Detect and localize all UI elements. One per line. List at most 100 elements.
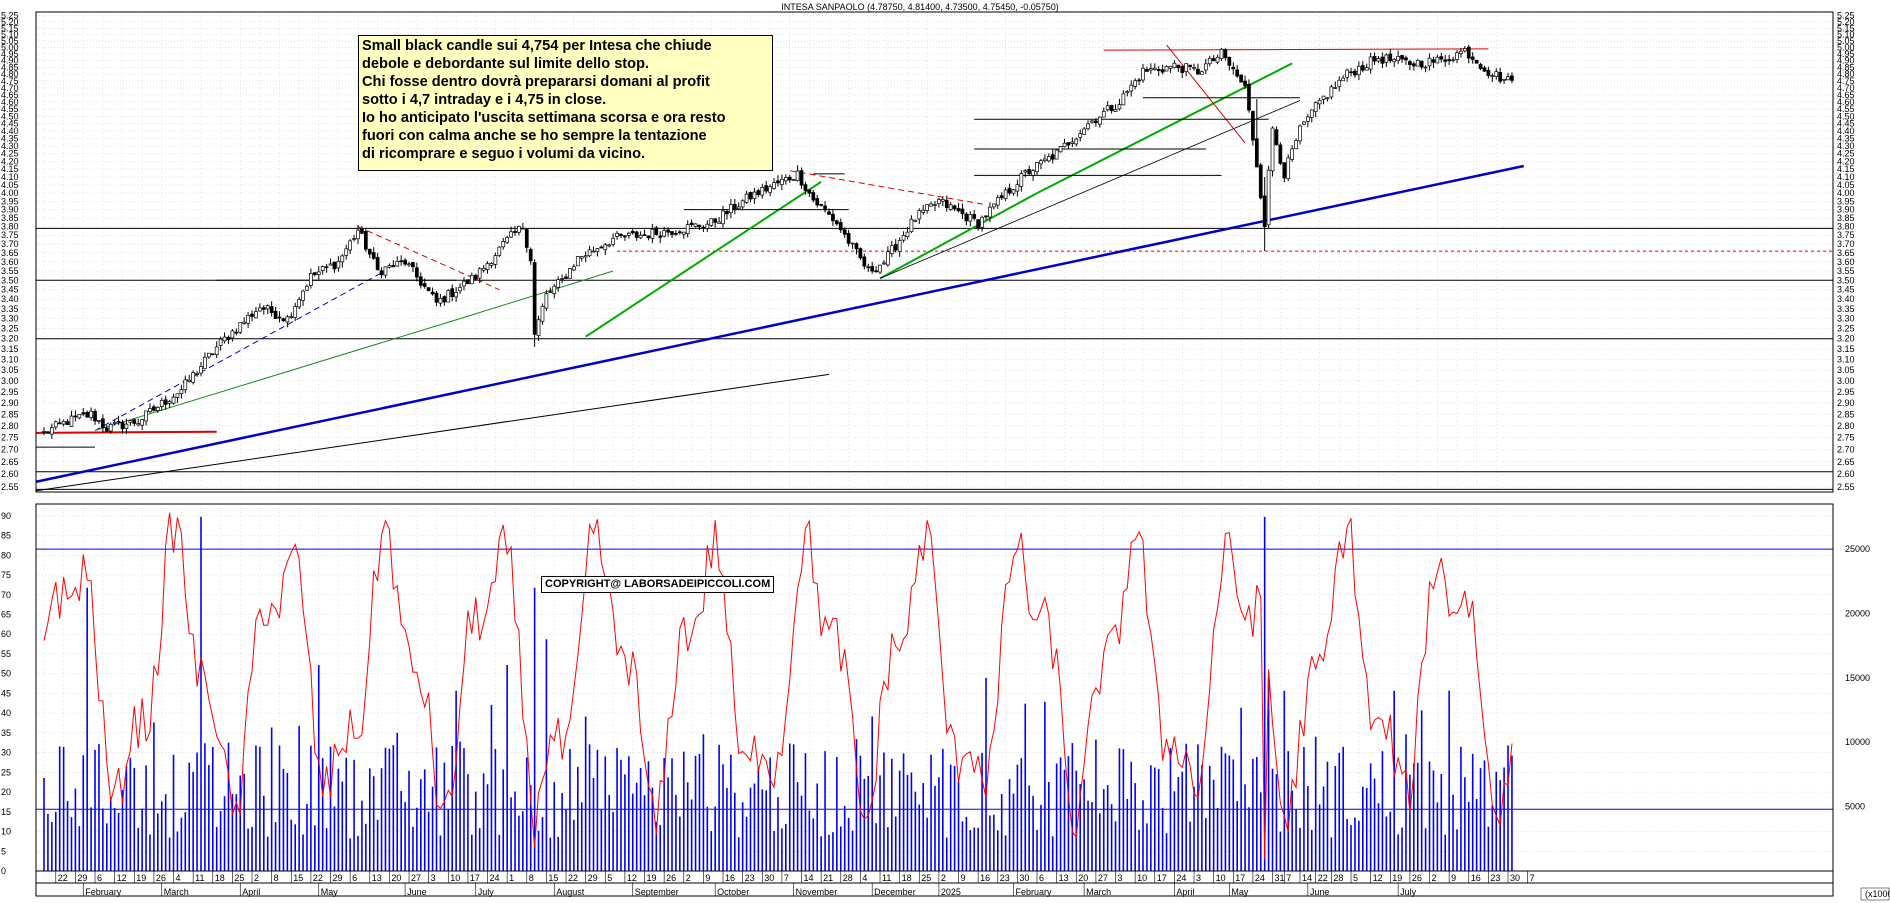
volume-tick-label: 25000: [1845, 544, 1870, 554]
day-tick-label: 9: [705, 873, 710, 883]
price-tick-label-right: 4.00: [1837, 188, 1855, 198]
price-tick-label-right: 4.80: [1837, 69, 1855, 79]
day-tick-label: 16: [1471, 873, 1481, 883]
day-tick-label: 23: [745, 873, 755, 883]
candle-body: [897, 240, 902, 252]
candle-body: [662, 230, 667, 237]
price-tick-label-left: 2.70: [1, 445, 19, 455]
candle-body: [403, 259, 407, 265]
day-tick-label: 2: [254, 873, 259, 883]
oscillator-tick-label: 20: [1, 787, 11, 797]
candle-body: [42, 430, 46, 433]
candle-body: [112, 422, 117, 424]
candle-body: [689, 222, 694, 225]
candle-body: [242, 321, 247, 324]
candle-body: [1372, 56, 1377, 62]
candle-body: [803, 184, 808, 191]
candle-body: [179, 389, 184, 394]
price-tick-label-right: 2.55: [1837, 482, 1855, 492]
candle-body: [999, 195, 1004, 199]
price-tick-label-left: 2.95: [1, 387, 19, 397]
candle-body: [670, 231, 674, 235]
price-tick-label-left: 4.30: [1, 141, 19, 151]
candle-body: [658, 235, 663, 238]
candle-body: [1510, 75, 1514, 81]
candle-body: [171, 396, 176, 404]
thin-green-trendline: [459, 270, 614, 320]
day-tick-label: 6: [352, 873, 357, 883]
candle-body: [1156, 69, 1161, 72]
candle-body: [136, 423, 141, 426]
candle-body: [564, 276, 568, 279]
candle-body: [46, 431, 50, 434]
candle-body: [273, 310, 278, 319]
candle-body: [1419, 60, 1424, 68]
price-tick-label-right: 2.85: [1837, 409, 1855, 419]
price-tick-label-right: 2.60: [1837, 469, 1855, 479]
candle-body: [1482, 67, 1487, 72]
candle-body: [1078, 133, 1083, 138]
day-tick-label: 19: [1392, 873, 1402, 883]
candle-body: [210, 353, 215, 356]
price-tick-label-right: 3.40: [1837, 294, 1855, 304]
oscillator-tick-label: 45: [1, 688, 11, 698]
candle-body: [246, 315, 250, 324]
candle-body: [1027, 169, 1032, 175]
candle-body: [81, 412, 86, 415]
candle-body: [874, 270, 878, 273]
candle-body: [513, 231, 517, 233]
price-tick-label-right: 5.20: [1837, 17, 1855, 27]
month-tick-label: April: [242, 887, 260, 897]
day-tick-label: 20: [391, 873, 401, 883]
price-panel-frame: [35, 11, 1834, 493]
blue-dashed-trendline: [94, 272, 382, 431]
candle-body: [407, 263, 411, 266]
candle-body: [411, 262, 415, 268]
price-tick-label-right: 3.80: [1837, 222, 1855, 232]
candle-body: [1207, 57, 1212, 65]
candle-body: [1266, 169, 1271, 226]
candle-body: [587, 249, 592, 257]
price-tick-label-right: 3.00: [1837, 376, 1855, 386]
day-tick-label: 16: [980, 873, 990, 883]
day-tick-label: 12: [627, 873, 637, 883]
candle-body: [827, 211, 831, 215]
candle-body: [1031, 170, 1035, 176]
price-tick-label-right: 4.50: [1837, 111, 1855, 121]
candle-body: [1066, 142, 1071, 146]
candle-body: [69, 415, 74, 427]
candle-body: [1196, 68, 1200, 75]
price-tick-label-right: 5.25: [1837, 11, 1855, 21]
candle-body: [846, 232, 851, 244]
price-tick-label-left: 4.35: [1, 133, 19, 143]
candle-body: [1325, 97, 1330, 100]
day-tick-label: 22: [1318, 873, 1328, 883]
candle-body: [760, 187, 765, 196]
candle-body: [450, 288, 455, 297]
month-tick-label: October: [717, 887, 749, 897]
candle-body: [454, 291, 458, 298]
candle-body: [556, 279, 561, 288]
candle-body: [579, 256, 584, 259]
candle-body: [415, 267, 419, 278]
day-tick-label: 2: [1432, 873, 1437, 883]
candle-body: [430, 291, 435, 295]
oscillator-tick-label: 30: [1, 748, 11, 758]
candle-body: [583, 255, 588, 258]
candle-body: [917, 210, 922, 220]
candle-body: [685, 224, 690, 234]
price-tick-label-right: 5.00: [1837, 43, 1855, 53]
candle-body: [140, 419, 144, 426]
candle-body: [1231, 66, 1236, 70]
candle-body: [1137, 79, 1141, 82]
month-tick-label: February: [85, 887, 122, 897]
candle-body: [626, 232, 631, 236]
candle-body: [1039, 160, 1043, 165]
candle-body: [1443, 59, 1448, 62]
candle-body: [956, 208, 961, 212]
day-tick-label: 23: [1490, 873, 1500, 883]
month-tick-label: May: [321, 887, 339, 897]
candle-body: [1094, 120, 1098, 124]
candle-body: [795, 170, 800, 181]
candle-body: [870, 266, 875, 272]
